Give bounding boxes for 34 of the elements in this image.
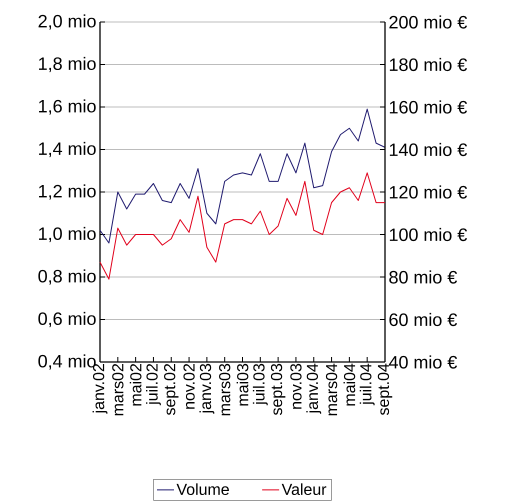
legend-label: Volume [176,483,229,496]
y-tick-label: 1,8 mio [39,56,96,72]
line-series [100,108,386,244]
y-tick-label: 1,6 mio [39,99,96,115]
x-tick-label: mai04 [344,364,356,406]
y2-tick-label: 120 mio € [390,185,467,199]
y2-tick-label: 60 mio € [389,312,458,326]
x-tick-label: juil.04 [360,364,375,406]
x-tick-label: janv.03 [199,364,214,414]
x-tick-label: mars02 [112,364,124,416]
x-tick-label: nov.02 [183,364,195,409]
y-tick-label: 1,0 mio [39,226,96,242]
y-tick-label: 1,4 mio [39,142,96,158]
y-tick-label: 0,8 mio [38,269,96,285]
x-tick-label: juil.03 [252,364,268,406]
x-tick-label: sept.03 [270,364,286,416]
x-tick-label: janv.04 [306,364,322,414]
x-tick-label: mars03 [219,364,230,416]
y-tick-label: 0,6 mio [38,312,96,328]
x-tick-label: mars04 [326,364,338,416]
y2-tick-label: 160 mio € [390,100,467,114]
y-tick-label: 1,2 mio [39,184,96,200]
y2-tick-label: 200 mio € [389,15,467,29]
x-tick-label: nov.03 [290,364,302,409]
y-tick-label: 2,0 mio [38,14,96,30]
y2-tick-label: 80 mio € [389,270,458,284]
x-tick-label: mai03 [236,364,248,406]
x-tick-label: sept.02 [164,364,178,416]
legend-label: Valeur [282,483,326,496]
y2-tick-label: 100 mio € [390,228,467,242]
y2-tick-label: 140 mio € [390,142,467,156]
y2-tick-label: 180 mio € [390,58,467,72]
x-tick-label: juil.02 [146,364,161,406]
x-tick-label: mai02 [130,364,142,406]
